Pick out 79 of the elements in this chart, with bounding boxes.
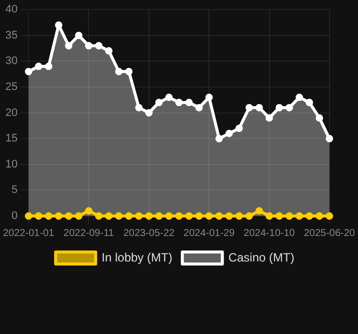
point — [105, 47, 112, 55]
x-tick-label: 2022-09-11 — [64, 228, 114, 239]
point — [85, 207, 92, 215]
x-tick-label: 2024-10-10 — [244, 228, 296, 239]
y-tick-label: 0 — [11, 210, 18, 222]
point — [24, 68, 32, 76]
y-tick-label: 20 — [5, 106, 18, 119]
point — [105, 212, 112, 220]
y-tick-label: 40 — [5, 4, 18, 16]
point — [44, 212, 52, 220]
y-tick-label: 25 — [5, 81, 18, 94]
point — [195, 212, 203, 220]
point — [256, 207, 263, 215]
point — [205, 212, 213, 220]
point — [296, 212, 304, 220]
y-tick-label: 30 — [5, 55, 18, 68]
point — [225, 130, 233, 138]
point — [95, 42, 102, 50]
point — [125, 212, 133, 220]
point — [24, 212, 32, 220]
point — [95, 212, 102, 220]
point — [195, 104, 203, 112]
point — [34, 212, 42, 220]
point — [225, 212, 233, 220]
x-tick-label: 2023-05-22 — [123, 228, 175, 239]
point — [54, 212, 62, 220]
point — [34, 62, 42, 70]
y-tick-label: 35 — [5, 29, 18, 42]
point — [316, 212, 324, 220]
y-tick-label: 5 — [11, 184, 18, 196]
point — [276, 104, 283, 112]
x-tick-label: 2022-01-01 — [3, 228, 55, 239]
point — [185, 98, 193, 106]
legend-label: Casino (MT) — [228, 250, 294, 264]
y-tick-label: 10 — [5, 158, 18, 170]
point — [165, 94, 173, 102]
point — [165, 212, 173, 220]
y-tick-label: 15 — [5, 132, 18, 145]
point — [125, 68, 133, 76]
point — [235, 124, 243, 132]
x-tick-label: 2024-01-29 — [184, 228, 236, 239]
point — [316, 114, 324, 122]
point — [326, 212, 334, 220]
point — [235, 212, 243, 220]
point — [75, 212, 82, 220]
point — [326, 134, 334, 142]
point — [115, 68, 123, 76]
point — [266, 212, 273, 220]
point — [185, 212, 193, 220]
point — [64, 212, 72, 220]
point — [175, 212, 183, 220]
point — [75, 32, 82, 40]
point — [175, 98, 183, 106]
point — [246, 104, 253, 112]
point — [64, 42, 72, 50]
point — [246, 212, 253, 220]
point — [276, 212, 283, 220]
point — [286, 212, 294, 220]
point — [135, 104, 143, 112]
point — [145, 212, 153, 220]
point — [85, 42, 92, 50]
legend-label: In lobby (MT) — [102, 250, 172, 264]
point — [266, 114, 273, 122]
point — [296, 94, 304, 102]
point — [115, 212, 123, 220]
point — [155, 212, 163, 220]
point — [215, 212, 223, 220]
point — [256, 104, 263, 112]
x-tick-label: 2025-06-20 — [304, 228, 356, 239]
point — [205, 94, 213, 102]
point — [44, 62, 52, 70]
point — [135, 212, 143, 220]
point — [145, 109, 153, 116]
point — [306, 98, 314, 106]
point — [215, 134, 223, 142]
point — [54, 21, 62, 29]
point — [286, 104, 294, 112]
point — [306, 212, 314, 220]
point — [155, 98, 163, 106]
